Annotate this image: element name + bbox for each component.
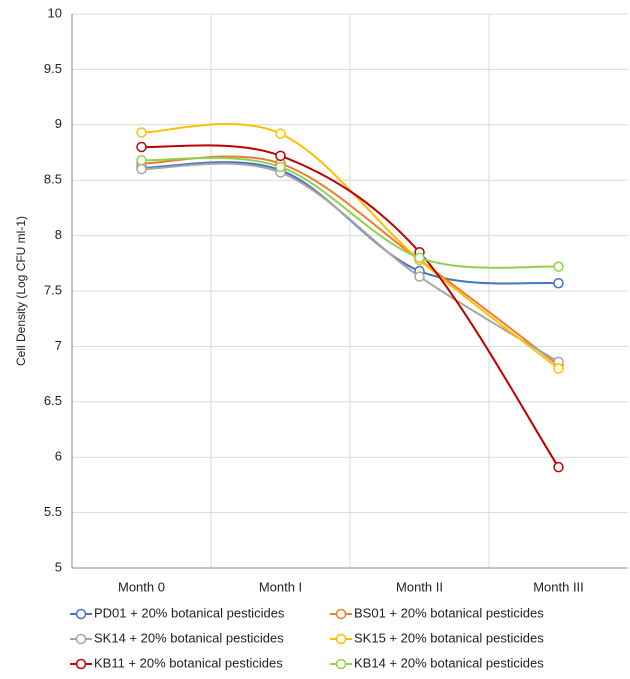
point <box>136 155 147 166</box>
x-tick-label: Month 0 <box>118 579 165 594</box>
legend-marker <box>75 658 87 670</box>
point <box>553 261 564 272</box>
y-tick-label: 9.5 <box>44 61 62 76</box>
legend-marker <box>75 608 87 620</box>
y-tick-label: 5 <box>55 559 62 574</box>
x-tick-label: Month II <box>396 579 443 594</box>
point <box>136 141 147 153</box>
x-tick-label: Month I <box>259 579 302 594</box>
y-tick-label: 5.5 <box>44 504 62 519</box>
y-tick-label: 10 <box>48 5 62 20</box>
point <box>553 461 564 473</box>
legend-label: BS01 + 20% botanical pesticides <box>354 605 544 620</box>
legend-label: KB11 + 20% botanical pesticides <box>94 655 283 670</box>
series-line <box>141 144 560 468</box>
y-tick-label: 6 <box>55 449 62 464</box>
point <box>136 127 147 138</box>
y-axis-label: Cell Density (Log CFU ml-1) <box>14 216 28 366</box>
point <box>136 163 147 175</box>
series-line <box>141 162 560 363</box>
legend-label: SK15 + 20% botanical pesticides <box>354 630 544 645</box>
y-tick-label: 9 <box>55 116 62 131</box>
legend-label: KB14 + 20% botanical pesticides <box>354 655 544 670</box>
series-line <box>141 156 559 269</box>
legend-marker <box>335 658 347 670</box>
legend-label: PD01 + 20% botanical pesticides <box>94 605 285 620</box>
point <box>275 161 286 173</box>
legend-marker <box>335 633 347 645</box>
x-tick-label: Month III <box>533 579 584 594</box>
y-tick-label: 8.5 <box>44 172 62 187</box>
legend-label: SK14 + 20% botanical pesticides <box>94 630 284 645</box>
y-tick-label: 8 <box>55 227 62 242</box>
legend-marker <box>75 633 87 645</box>
y-tick-label: 6.5 <box>44 393 62 408</box>
legend-marker <box>335 608 347 620</box>
y-tick-label: 7.5 <box>44 282 62 297</box>
point <box>275 150 286 162</box>
point <box>275 128 286 139</box>
point <box>553 363 564 374</box>
point <box>414 252 425 264</box>
point <box>414 271 425 282</box>
y-tick-label: 7 <box>55 338 62 353</box>
point <box>553 277 564 289</box>
